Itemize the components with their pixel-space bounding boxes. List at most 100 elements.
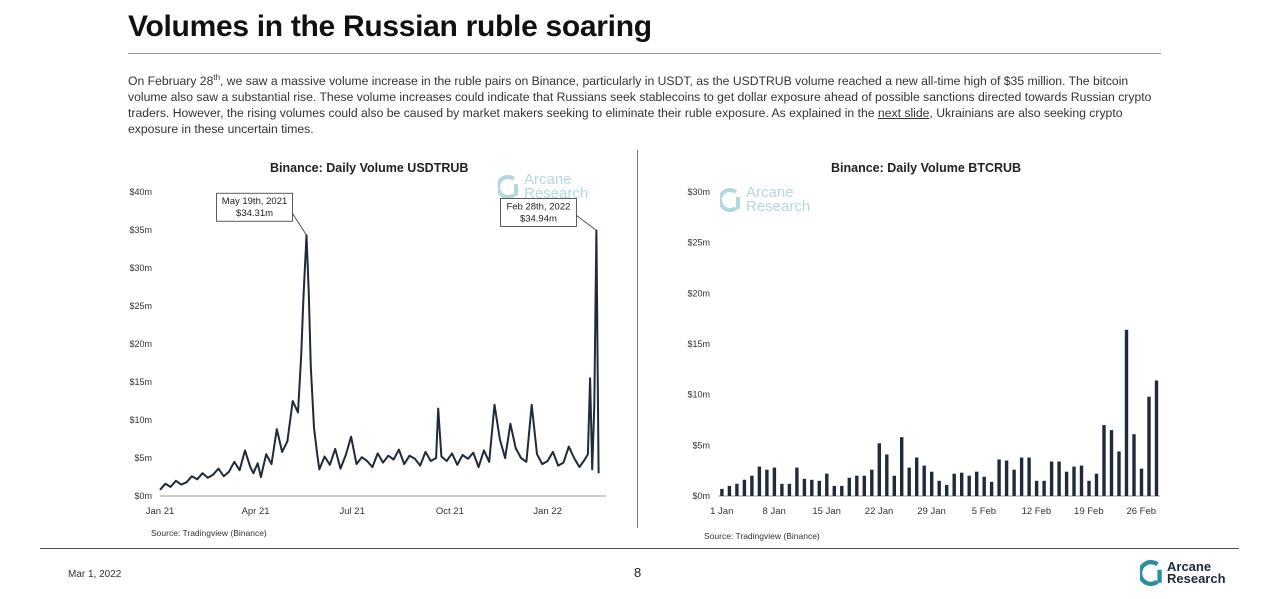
btcrub-volume-bar [967, 475, 971, 496]
y-tick-label: $15m [129, 377, 152, 387]
btcrub-volume-bar [1124, 329, 1129, 496]
annotation-date: May 19th, 2021 [222, 196, 287, 207]
y-tick-label: $30m [129, 263, 152, 273]
btcrub-volume-bar [802, 478, 807, 496]
y-tick-label: $0m [134, 491, 152, 501]
btcrub-volume-bar [1087, 480, 1091, 496]
slide-title: Volumes in the Russian ruble soaring [128, 10, 652, 43]
btcrub-volume-bar [727, 485, 732, 496]
arcane-logo-icon [498, 175, 518, 199]
btcrub-volume-bar [1019, 457, 1024, 496]
btcrub-volume-bar [1072, 466, 1076, 496]
watermark-line2: Research [746, 198, 811, 215]
btcrub-volume-bar [1154, 380, 1159, 496]
y-tick-label: $5m [134, 453, 152, 463]
btcrub-volume-bar [742, 479, 747, 496]
x-tick-label: Jan 21 [146, 506, 175, 517]
btcrub-volume-bar [795, 467, 799, 496]
btcrub-volume-bar [810, 479, 814, 496]
annotation-box [216, 192, 293, 222]
btcrub-volume-bar [1012, 469, 1016, 496]
x-tick-label: 19 Feb [1074, 506, 1104, 517]
btcrub-volume-bar [877, 443, 881, 496]
btcrub-volume-bar [1102, 425, 1106, 496]
annotation-date: Feb 28th, 2022 [506, 201, 570, 212]
btcrub-volume-bar [765, 469, 769, 496]
btcrub-bar-chart: $0m $5m $10m $15m $20m $25m $30m 1 Jan 8 Jan 15 J… [670, 180, 1170, 520]
annotation-value: $34.31m [236, 208, 273, 219]
btcrub-source-note: Source: Tradingview (Binance) [704, 531, 820, 541]
y-tick-label: $25m [129, 301, 152, 311]
btcrub-volume-bar [1034, 480, 1039, 496]
btcrub-volume-bar [989, 481, 994, 496]
y-tick-label: $15m [687, 339, 710, 349]
footer-brand-logo: Arcane Research [1140, 560, 1226, 586]
watermark-line2: Research [524, 185, 589, 202]
btcrub-volume-bar [720, 488, 724, 496]
btcrub-volume-bar [787, 483, 792, 496]
btcrub-volume-bar [885, 454, 889, 496]
btcrub-volume-bar [1064, 471, 1069, 496]
x-tick-label: 12 Feb [1022, 506, 1052, 517]
watermark-usdtrub: Arcane Research [498, 171, 589, 202]
x-tick-label: 8 Jan [763, 506, 786, 517]
btcrub-volume-bar [997, 459, 1001, 496]
btcrub-volume-bar [1132, 434, 1136, 496]
footer-date: Mar 1, 2022 [68, 569, 122, 580]
btcrub-volume-bar [907, 467, 911, 496]
x-tick-label: 5 Feb [972, 506, 996, 517]
btcrub-volume-bar [1004, 460, 1009, 496]
btcrub-volume-bar [1117, 451, 1121, 496]
btcrub-volume-bar [952, 473, 956, 496]
x-tick-label: Jan 22 [533, 506, 562, 517]
intro-text-2: , we saw a massive volume increase in th… [128, 74, 1152, 121]
arcane-logo-icon [720, 188, 740, 212]
btcrub-volume-bar [735, 483, 739, 496]
y-tick-label: $10m [687, 390, 710, 400]
watermark-btcrub: Arcane Research [720, 185, 811, 215]
x-tick-label: 29 Jan [917, 506, 946, 517]
btcrub-volume-bar [870, 469, 874, 496]
btcrub-volume-bar [945, 484, 949, 496]
btcrub-volume-bar [825, 473, 829, 496]
btcrub-volume-bar [1094, 473, 1099, 496]
watermark-line1: Arcane [524, 171, 572, 188]
title-divider [128, 53, 1161, 54]
chart-divider [637, 150, 638, 528]
btcrub-chart-svg: $0m $5m $10m $15m $20m $25m $30m 1 Jan 8 Jan 15 J… [687, 187, 1160, 517]
btcrub-volume-bar [750, 475, 754, 496]
y-tick-label: $20m [129, 339, 152, 349]
brand-line2: Research [1167, 571, 1226, 586]
btcrub-volume-bar [1027, 457, 1031, 496]
y-tick-label: $5m [692, 440, 710, 450]
x-tick-label: 26 Feb [1126, 506, 1156, 517]
arcane-logo-icon [1140, 560, 1162, 586]
btcrub-volume-bar [855, 475, 859, 496]
intro-text-1: On February 28 [128, 74, 214, 89]
next-slide-link[interactable]: next slide [877, 106, 930, 121]
y-tick-label: $20m [687, 288, 710, 298]
btcrub-volume-bar [982, 476, 986, 496]
btcrub-volume-bar [832, 485, 836, 496]
btcrub-volume-bar [1049, 461, 1054, 496]
x-tick-label: 22 Jan [865, 506, 894, 517]
btcrub-volume-bar [915, 457, 919, 496]
btcrub-volume-bar [900, 437, 904, 496]
btcrub-volume-bar [1042, 480, 1046, 496]
x-tick-label: Jul 21 [340, 506, 365, 517]
annotation-box [500, 198, 577, 227]
intro-text-3: , Ukrainians are also seeking crypto exp… [128, 106, 1123, 137]
x-tick-label: 1 Jan [710, 506, 733, 517]
btcrub-volume-bar [847, 477, 851, 496]
usdtrub-source-note: Source: Tradingview (Binance) [151, 528, 267, 538]
btcrub-chart-title: Binance: Daily Volume BTCRUB [831, 161, 1022, 175]
btcrub-volume-bar [930, 471, 934, 496]
x-tick-label: 15 Jan [812, 506, 841, 517]
x-tick-label: Oct 21 [436, 506, 464, 517]
usdtrub-line-chart: $0m $5m $10m $15m $20m $25m $30m $35m $40m Jan 21… [120, 180, 620, 520]
btcrub-volume-bar [1079, 465, 1084, 496]
btcrub-volume-bar [780, 483, 784, 496]
y-tick-label: $40m [129, 187, 152, 197]
btcrub-volume-bar [862, 475, 866, 496]
page-number: 8 [634, 565, 642, 580]
